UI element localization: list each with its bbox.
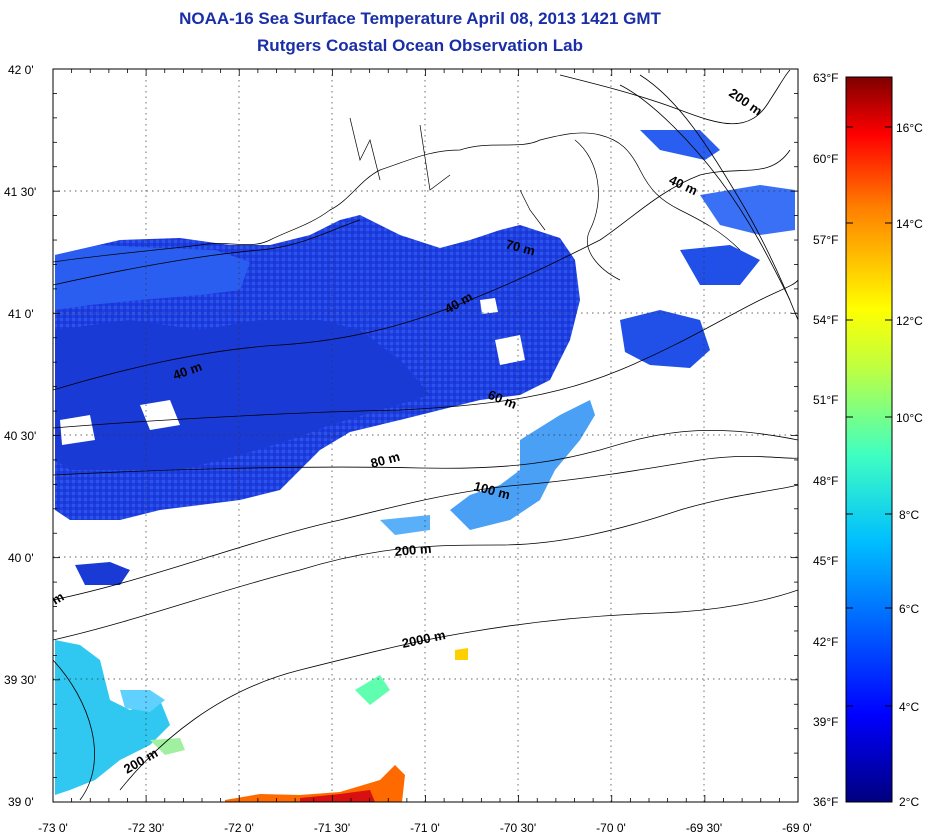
celsius-label: 6°C [899,602,919,616]
contour-label: 70 m [504,236,537,258]
sst-field-sw-2 [120,690,165,712]
lon-tick-label: -69 0' [782,821,812,835]
map-subtitle: Rutgers Coastal Ocean Observation Lab [257,36,583,55]
sst-field-warm-2 [355,675,390,705]
lon-tick-label: -72 30' [128,821,164,835]
fahrenheit-label: 36°F [813,795,838,809]
sst-field-west [55,245,250,310]
fahrenheit-label: 45°F [813,554,838,568]
fahrenheit-label: 48°F [813,474,838,488]
sst-field-shelf-2 [380,515,430,535]
celsius-label: 10°C [896,411,923,425]
fahrenheit-label: 60°F [813,152,838,166]
celsius-label: 14°C [896,217,923,231]
sst-field-nantucket [680,245,760,285]
lat-tick-label: 41 0' [8,307,34,321]
colorbar: 63°F 60°F 57°F 54°F 51°F 48°F 45°F 42°F … [813,71,923,809]
map-title: NOAA-16 Sea Surface Temperature April 08… [179,9,661,28]
lon-tick-label: -70 0' [596,821,626,835]
lon-tick-label: -71 30' [314,821,350,835]
lon-tick-label: -73 0' [38,821,68,835]
sst-field-southwest [55,640,170,795]
celsius-label: 2°C [899,795,919,809]
sst-field-warm-1 [150,738,185,755]
lon-tick-label: -71 0' [410,821,440,835]
colorbar-ticks [846,126,892,707]
celsius-label: 8°C [899,508,919,522]
celsius-label: 12°C [896,314,923,328]
fahrenheit-label: 63°F [813,71,838,85]
sst-field-small [75,562,130,585]
fahrenheit-label: 54°F [813,313,838,327]
lon-tick-label: -70 30' [500,821,536,835]
colorbar-gradient [845,76,893,803]
graticule [53,69,798,802]
fahrenheit-label: 51°F [813,393,838,407]
longitude-axis: -73 0' -72 30' -72 0' -71 30' -71 0' -70… [38,821,812,835]
sst-field-gulfstream-core [300,790,375,802]
lat-tick-label: 41 30' [4,185,36,199]
lat-tick-label: 42 0' [8,63,34,77]
celsius-label: 4°C [899,700,919,714]
contour-label: 80 m [369,449,402,471]
lon-tick-label: -72 0' [224,821,254,835]
lon-tick-label: -69 30' [686,821,722,835]
fahrenheit-label: 42°F [813,635,838,649]
contour-label: 200 m [394,541,432,559]
latitude-axis: 42 0' 41 30' 41 0' 40 30' 40 0' 39 30' 3… [4,63,36,809]
fahrenheit-label: 39°F [813,715,838,729]
coastline [52,117,741,281]
axis-ticks [52,68,799,803]
sst-field-east [620,310,710,368]
sst-field-capecod [700,185,795,235]
sst-field-yellow [455,648,468,660]
celsius-label: 16°C [896,121,923,135]
lat-tick-label: 40 0' [8,551,34,565]
lat-tick-label: 40 30' [4,429,36,443]
sst-data [55,130,795,802]
lat-tick-label: 39 30' [4,673,36,687]
fahrenheit-label: 57°F [813,233,838,247]
sst-field-central [55,320,430,470]
bathymetry-contours [53,69,798,801]
lat-tick-label: 39 0' [8,795,34,809]
